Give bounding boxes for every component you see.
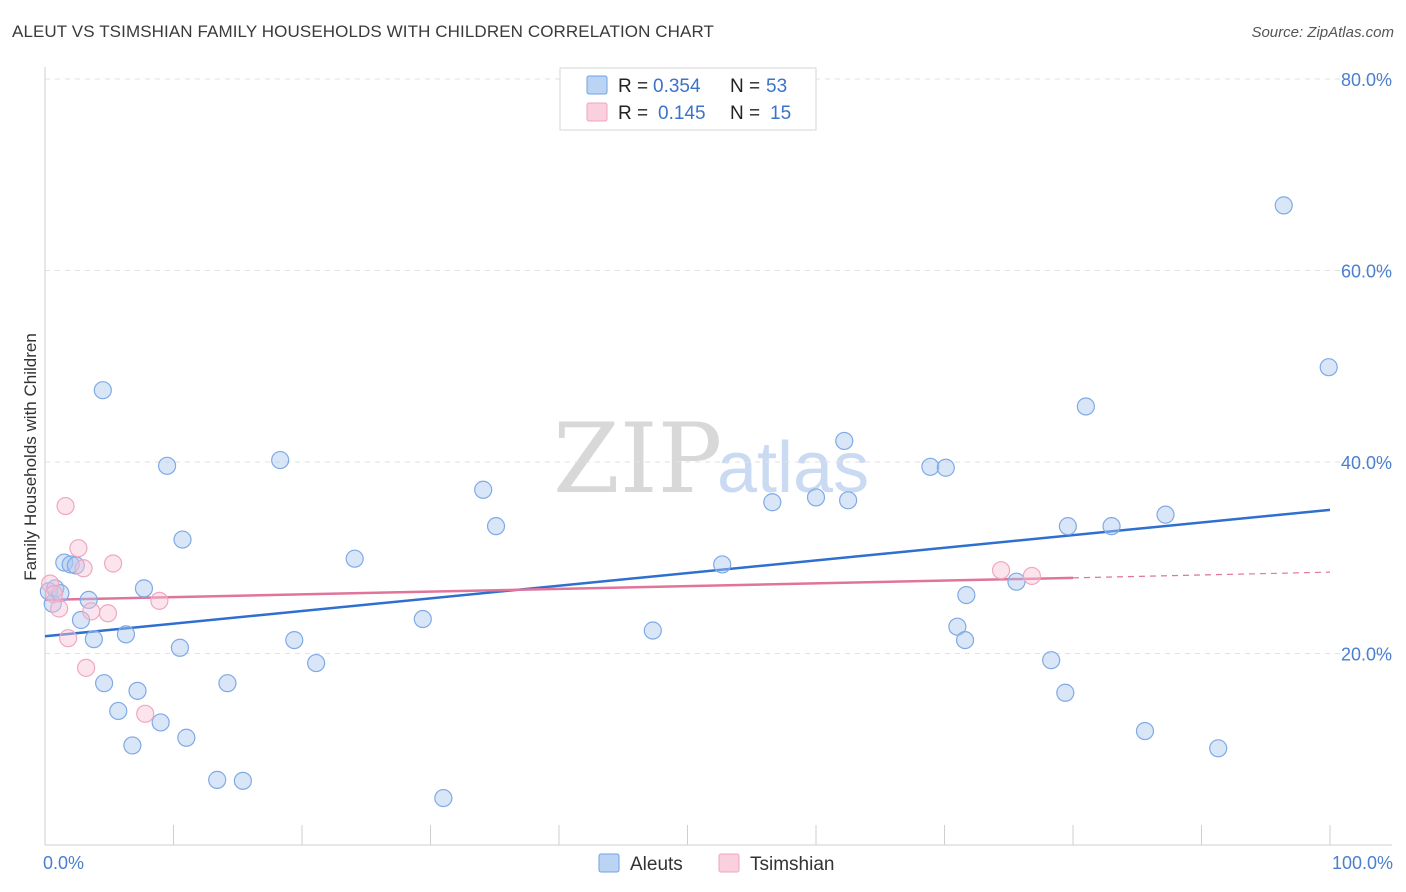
point-aleuts bbox=[271, 450, 290, 470]
point-tsimshian bbox=[150, 591, 169, 610]
y-tick-label: 20.0% bbox=[1341, 645, 1392, 665]
point-aleuts bbox=[413, 609, 432, 629]
trend-line-aleuts bbox=[44, 508, 1331, 638]
legend-tsimshian-n-value: 15 bbox=[770, 103, 791, 124]
point-tsimshian bbox=[56, 496, 75, 516]
legend-tsimshian-r-value: 0.145 bbox=[658, 103, 706, 124]
point-aleuts bbox=[955, 630, 975, 650]
point-aleuts bbox=[1007, 572, 1026, 591]
point-aleuts bbox=[835, 431, 854, 451]
point-aleuts bbox=[1135, 721, 1155, 741]
point-tsimshian bbox=[98, 604, 118, 623]
point-aleuts bbox=[713, 555, 732, 574]
point-tsimshian bbox=[77, 658, 96, 677]
bottom-legend: Aleuts Tsimshian bbox=[598, 853, 834, 875]
point-aleuts bbox=[79, 590, 98, 609]
point-aleuts bbox=[1076, 397, 1095, 416]
legend-tsimshian-r-label: R = bbox=[618, 103, 648, 124]
point-tsimshian bbox=[69, 539, 88, 558]
data-points bbox=[39, 196, 1338, 808]
point-tsimshian bbox=[59, 629, 78, 648]
point-aleuts bbox=[1102, 517, 1121, 536]
y-tick-label: 80.0% bbox=[1341, 70, 1392, 90]
bottom-legend-swatch-tsimshian bbox=[718, 853, 740, 873]
point-aleuts bbox=[957, 585, 976, 605]
point-aleuts bbox=[116, 625, 136, 644]
legend-aleut-n-value: 53 bbox=[766, 76, 787, 97]
point-aleuts bbox=[763, 493, 782, 512]
legend: R = 0.354 N = 53 R = 0.145 N = 15 bbox=[559, 67, 817, 131]
trend-lines bbox=[44, 508, 1331, 638]
point-tsimshian bbox=[44, 585, 64, 604]
point-aleuts bbox=[177, 728, 196, 747]
point-aleuts bbox=[921, 457, 940, 476]
point-aleuts bbox=[1056, 683, 1075, 702]
point-tsimshian bbox=[1022, 566, 1041, 586]
point-aleuts bbox=[806, 488, 826, 507]
bottom-legend-aleuts: Aleuts bbox=[630, 854, 683, 875]
legend-swatch-aleut bbox=[586, 75, 608, 95]
point-aleuts bbox=[936, 458, 955, 477]
legend-swatch-tsimshian bbox=[586, 102, 608, 122]
point-aleuts bbox=[208, 770, 227, 789]
point-aleuts bbox=[55, 553, 74, 572]
trend-line-tsimshian bbox=[44, 576, 1074, 602]
point-tsimshian bbox=[991, 561, 1011, 580]
source-label: Source: ZipAtlas.com bbox=[1251, 24, 1394, 41]
point-aleuts bbox=[128, 681, 147, 700]
point-tsimshian bbox=[74, 559, 93, 578]
trend-line-tsimshian-extension bbox=[1072, 571, 1331, 579]
legend-tsimshian-n-label: N = bbox=[730, 103, 760, 124]
point-aleuts bbox=[157, 456, 177, 475]
point-aleuts bbox=[486, 517, 506, 536]
point-tsimshian bbox=[104, 554, 123, 573]
point-aleuts bbox=[95, 674, 114, 693]
point-aleuts bbox=[474, 480, 493, 499]
watermark-zip: ZIP bbox=[553, 403, 722, 515]
x-tick-label: 100.0% bbox=[1332, 853, 1393, 873]
point-aleuts bbox=[134, 579, 154, 598]
point-aleuts bbox=[170, 638, 190, 657]
point-aleuts bbox=[434, 788, 453, 808]
y-axis-label: Family Households with Children bbox=[21, 333, 40, 581]
point-aleuts bbox=[1319, 358, 1338, 377]
point-aleuts bbox=[839, 491, 858, 510]
point-aleuts bbox=[84, 630, 103, 649]
bottom-legend-tsimshian: Tsimshian bbox=[750, 854, 834, 875]
axes: 20.0% 40.0% 60.0% 80.0% 0.0% 100.0% bbox=[43, 67, 1393, 873]
point-aleuts bbox=[948, 617, 967, 636]
legend-aleut-n-label: N = bbox=[730, 76, 760, 97]
point-aleuts bbox=[151, 713, 170, 732]
point-aleuts bbox=[93, 381, 112, 400]
y-tick-label: 40.0% bbox=[1341, 453, 1392, 473]
point-tsimshian bbox=[82, 602, 101, 621]
watermark-atlas: atlas bbox=[717, 428, 869, 508]
legend-aleut-r-label: R = bbox=[618, 76, 648, 97]
point-aleuts bbox=[233, 771, 252, 790]
point-aleuts bbox=[1209, 739, 1228, 758]
bottom-legend-swatch-aleuts bbox=[598, 853, 620, 873]
point-aleuts bbox=[643, 621, 662, 640]
point-aleuts bbox=[1156, 505, 1175, 524]
point-aleuts bbox=[285, 630, 304, 650]
legend-aleut-r-value: 0.354 bbox=[653, 76, 701, 97]
y-tick-label: 60.0% bbox=[1341, 262, 1392, 282]
point-aleuts bbox=[173, 530, 192, 549]
point-aleuts bbox=[345, 549, 364, 568]
chart-title: ALEUT VS TSIMSHIAN FAMILY HOUSEHOLDS WIT… bbox=[12, 22, 715, 41]
point-tsimshian bbox=[41, 574, 60, 593]
x-tick-label: 0.0% bbox=[43, 853, 84, 873]
point-tsimshian bbox=[50, 599, 69, 618]
point-aleuts bbox=[1042, 651, 1061, 670]
point-tsimshian bbox=[136, 704, 155, 723]
point-aleuts bbox=[307, 653, 326, 673]
watermark: ZIP atlas bbox=[553, 403, 869, 515]
point-aleuts bbox=[1058, 517, 1077, 536]
point-aleuts bbox=[109, 701, 128, 721]
point-aleuts bbox=[123, 736, 142, 755]
point-aleuts bbox=[1274, 196, 1293, 215]
point-aleuts bbox=[218, 674, 237, 693]
